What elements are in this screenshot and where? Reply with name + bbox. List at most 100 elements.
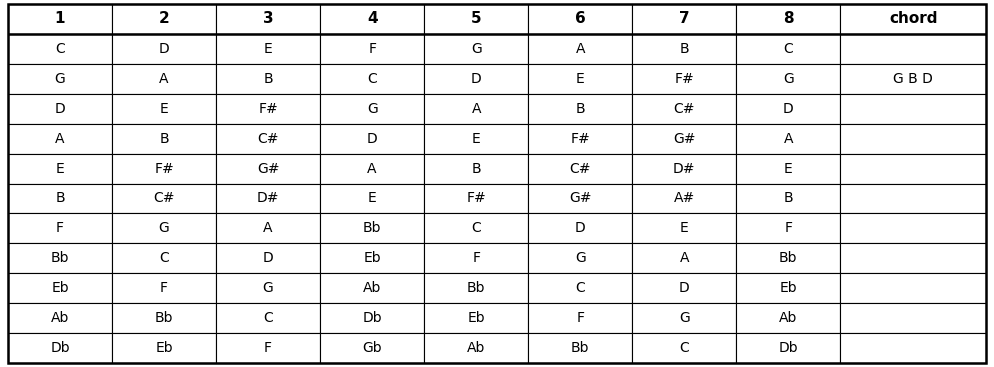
Text: G#: G# — [256, 161, 279, 175]
Text: F: F — [56, 221, 64, 236]
Bar — [8, 63, 112, 94]
Text: B: B — [55, 192, 65, 206]
Bar — [528, 34, 632, 63]
Bar — [8, 153, 112, 184]
Bar — [840, 34, 986, 63]
Bar — [632, 243, 737, 273]
Text: A: A — [576, 41, 585, 56]
Text: G#: G# — [673, 131, 696, 146]
Text: D: D — [575, 221, 585, 236]
Text: A: A — [680, 251, 689, 265]
Text: Bb: Bb — [779, 251, 797, 265]
Text: Bb: Bb — [363, 221, 382, 236]
Text: G: G — [679, 311, 690, 326]
Bar — [112, 153, 216, 184]
Text: Eb: Eb — [364, 251, 381, 265]
Bar — [216, 34, 320, 63]
Text: E: E — [680, 221, 689, 236]
Text: C: C — [159, 251, 169, 265]
Bar — [840, 153, 986, 184]
Bar — [320, 333, 424, 363]
Bar — [528, 304, 632, 333]
Bar — [424, 4, 528, 34]
Bar — [320, 153, 424, 184]
Text: B: B — [680, 41, 689, 56]
Bar — [424, 184, 528, 214]
Text: E: E — [576, 72, 584, 86]
Bar — [112, 243, 216, 273]
Bar — [528, 243, 632, 273]
Text: E: E — [472, 131, 480, 146]
Bar — [528, 153, 632, 184]
Text: Db: Db — [50, 341, 70, 355]
Bar — [528, 273, 632, 304]
Text: C: C — [680, 341, 689, 355]
Bar — [8, 333, 112, 363]
Text: Eb: Eb — [467, 311, 485, 326]
Bar — [737, 304, 840, 333]
Text: D: D — [783, 102, 794, 116]
Text: 7: 7 — [679, 11, 690, 26]
Bar — [8, 94, 112, 124]
Text: B: B — [159, 131, 169, 146]
Bar — [8, 184, 112, 214]
Bar — [737, 184, 840, 214]
Bar — [112, 333, 216, 363]
Bar — [528, 4, 632, 34]
Bar — [424, 124, 528, 153]
Bar — [632, 273, 737, 304]
Bar — [216, 4, 320, 34]
Text: C: C — [471, 221, 481, 236]
Bar — [112, 63, 216, 94]
Bar — [216, 94, 320, 124]
Bar — [8, 214, 112, 243]
Text: F#: F# — [674, 72, 694, 86]
Bar — [840, 273, 986, 304]
Bar — [737, 4, 840, 34]
Text: B: B — [471, 161, 481, 175]
Bar — [840, 4, 986, 34]
Bar — [320, 63, 424, 94]
Bar — [424, 214, 528, 243]
Text: 1: 1 — [55, 11, 66, 26]
Text: Eb: Eb — [155, 341, 173, 355]
Text: 3: 3 — [262, 11, 273, 26]
Text: Bb: Bb — [467, 281, 485, 295]
Bar — [320, 273, 424, 304]
Text: Ab: Ab — [467, 341, 485, 355]
Text: D: D — [159, 41, 169, 56]
Text: F#: F# — [154, 161, 174, 175]
Bar — [8, 243, 112, 273]
Bar — [8, 273, 112, 304]
Text: G: G — [367, 102, 378, 116]
Text: Bb: Bb — [155, 311, 173, 326]
Bar — [632, 63, 737, 94]
Bar — [737, 214, 840, 243]
Text: F: F — [472, 251, 480, 265]
Bar — [737, 333, 840, 363]
Bar — [528, 124, 632, 153]
Bar — [320, 304, 424, 333]
Text: A: A — [471, 102, 481, 116]
Bar — [112, 4, 216, 34]
Bar — [737, 94, 840, 124]
Bar — [632, 94, 737, 124]
Text: G: G — [575, 251, 585, 265]
Text: C#: C# — [153, 192, 175, 206]
Text: C#: C# — [570, 161, 591, 175]
Text: D: D — [262, 251, 273, 265]
Text: F: F — [264, 341, 272, 355]
Bar — [528, 214, 632, 243]
Bar — [528, 63, 632, 94]
Bar — [112, 94, 216, 124]
Bar — [840, 214, 986, 243]
Text: F#: F# — [258, 102, 278, 116]
Bar — [216, 153, 320, 184]
Bar — [112, 304, 216, 333]
Bar — [8, 124, 112, 153]
Bar — [320, 124, 424, 153]
Bar — [632, 124, 737, 153]
Text: C#: C# — [674, 102, 695, 116]
Bar — [737, 124, 840, 153]
Text: Gb: Gb — [363, 341, 382, 355]
